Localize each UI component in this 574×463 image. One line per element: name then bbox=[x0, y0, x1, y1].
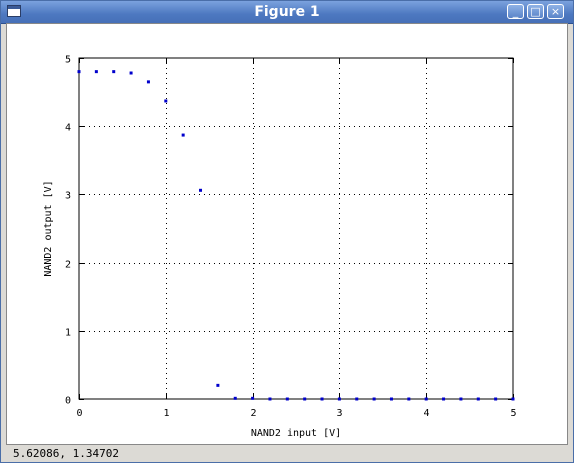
data-points bbox=[77, 70, 515, 401]
data-point bbox=[199, 188, 203, 192]
x-tick-label: 0 bbox=[76, 408, 82, 419]
x-tick-label: 1 bbox=[163, 408, 169, 419]
data-point bbox=[181, 133, 185, 137]
y-tick-label: 0 bbox=[65, 396, 71, 407]
data-point bbox=[424, 397, 428, 401]
data-point bbox=[303, 397, 307, 401]
data-point bbox=[164, 99, 168, 103]
x-tick-label: 4 bbox=[423, 408, 429, 419]
y-tick-label: 5 bbox=[65, 55, 71, 66]
data-point bbox=[494, 397, 498, 401]
x-axis-label: NAND2 input [V] bbox=[251, 428, 341, 439]
close-button[interactable]: × bbox=[547, 4, 564, 19]
data-point bbox=[372, 397, 376, 401]
y-axis-label: NAND2 output [V] bbox=[43, 180, 54, 276]
data-point bbox=[233, 396, 237, 400]
data-point bbox=[320, 397, 324, 401]
data-point bbox=[459, 397, 463, 401]
data-point bbox=[251, 396, 255, 400]
plot-canvas[interactable]: 0 1 2 3 4 5 0 1 2 3 4 5 NAND2 input [V] NAND2 outpu… bbox=[6, 23, 568, 445]
y-tick-label: 2 bbox=[65, 260, 71, 271]
data-point bbox=[129, 71, 133, 75]
data-point bbox=[476, 397, 480, 401]
x-tick-label: 2 bbox=[250, 408, 256, 419]
y-tick-label: 1 bbox=[65, 328, 71, 339]
grid-lines bbox=[79, 58, 513, 399]
data-point bbox=[216, 383, 220, 387]
data-point bbox=[112, 70, 116, 74]
data-point bbox=[146, 80, 150, 84]
data-point bbox=[337, 397, 341, 401]
x-tick-label: 3 bbox=[336, 408, 342, 419]
data-point bbox=[511, 397, 515, 401]
y-tick-label: 4 bbox=[65, 123, 71, 134]
title-bar[interactable]: Figure 1 _ □ × bbox=[1, 1, 573, 24]
data-point bbox=[442, 397, 446, 401]
window-icon[interactable] bbox=[7, 5, 21, 17]
axes-frame bbox=[78, 57, 514, 400]
data-point bbox=[389, 397, 393, 401]
axis-ticks bbox=[79, 58, 514, 400]
data-point bbox=[407, 397, 411, 401]
maximize-button[interactable]: □ bbox=[527, 4, 544, 19]
data-point bbox=[94, 70, 98, 74]
minimize-button[interactable]: _ bbox=[507, 4, 524, 19]
cursor-coordinates: 5.62086, 1.34702 bbox=[13, 447, 119, 460]
data-point bbox=[355, 397, 359, 401]
y-tick-label: 3 bbox=[65, 191, 71, 202]
data-point bbox=[77, 70, 81, 74]
tick-labels: 0 1 2 3 4 5 0 1 2 3 4 5 bbox=[65, 55, 517, 420]
scatter-chart[interactable]: 0 1 2 3 4 5 0 1 2 3 4 5 NAND2 input [V] NAND2 outpu… bbox=[7, 24, 567, 444]
data-point bbox=[268, 397, 272, 401]
x-tick-label: 5 bbox=[510, 408, 516, 419]
data-point bbox=[285, 397, 289, 401]
window-title: Figure 1 bbox=[254, 4, 320, 20]
